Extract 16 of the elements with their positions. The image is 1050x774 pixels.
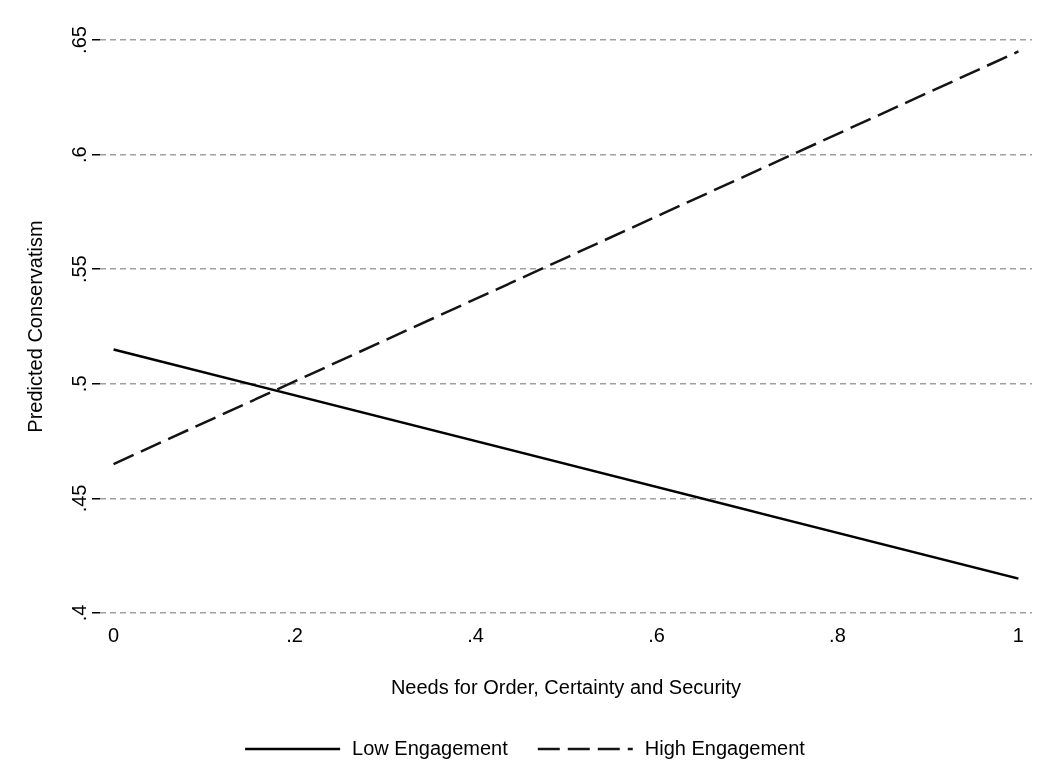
y-tick-label: .65 bbox=[67, 26, 90, 54]
x-tick-label: 1 bbox=[1012, 623, 1024, 646]
x-tick-label: .6 bbox=[648, 623, 665, 646]
legend-label: High Engagement bbox=[644, 736, 806, 759]
y-tick-label: .45 bbox=[67, 484, 90, 513]
x-tick-label: .8 bbox=[829, 623, 846, 646]
x-tick-label: 0 bbox=[108, 623, 120, 646]
x-axis-title: Needs for Order, Certainty and Security bbox=[390, 675, 742, 698]
y-tick-label: .5 bbox=[67, 375, 90, 393]
x-tick-label: .4 bbox=[467, 623, 484, 646]
y-tick-label: .55 bbox=[67, 255, 90, 284]
y-axis-title: Predicted Conservatism bbox=[23, 220, 46, 433]
y-tick-label: .4 bbox=[67, 604, 90, 622]
y-tick-label: .6 bbox=[67, 146, 90, 163]
x-tick-label: .2 bbox=[286, 623, 303, 646]
legend-label: Low Engagement bbox=[352, 736, 509, 759]
